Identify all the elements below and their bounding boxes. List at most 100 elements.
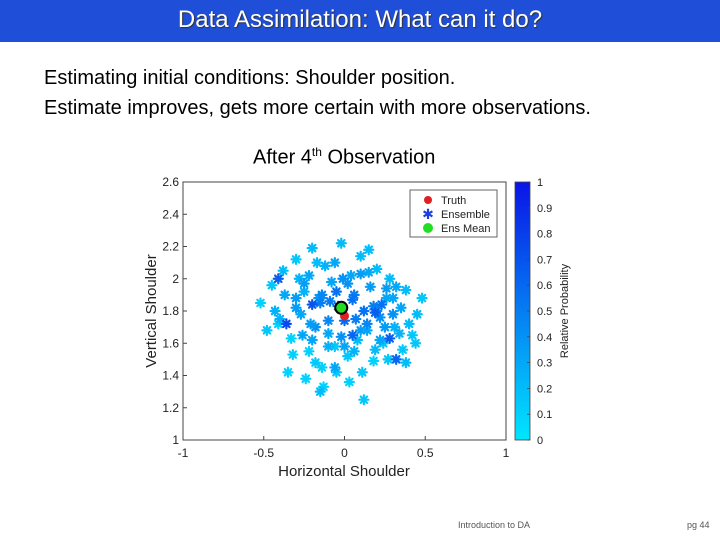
ensemble-point	[411, 308, 423, 320]
ensemble-point	[300, 373, 312, 385]
colorbar-tick-label: 0	[537, 435, 543, 447]
text-line-1: Estimating initial conditions: Shoulder …	[44, 67, 456, 89]
ensemble-point	[316, 289, 328, 301]
ensemble-point	[272, 273, 284, 285]
ensemble-point	[290, 302, 302, 314]
ensemble-point	[358, 394, 370, 406]
ensemble-point	[376, 298, 388, 311]
ensemble-point	[369, 307, 381, 319]
ensemble-point	[261, 324, 273, 336]
ensemble-point	[364, 281, 376, 293]
ensemble-point	[335, 331, 347, 343]
y-ticks: 1 1.2 1.4 1.6 1.8 2 2.2 2.4 2.6	[162, 175, 187, 447]
colorbar-label: Relative Probability	[559, 263, 571, 358]
ensemble-point	[384, 332, 396, 345]
ensemble-point	[355, 268, 367, 280]
ensemble-point	[269, 305, 281, 317]
legend-ens-mean-marker	[423, 223, 433, 233]
y-axis-label: Vertical Shoulder	[143, 254, 160, 367]
y-tick-label: 2.2	[162, 240, 179, 254]
y-tick-label: 2.4	[162, 207, 179, 221]
x-tick-label: -0.5	[253, 446, 274, 460]
y-tick-label: 1	[172, 433, 179, 447]
colorbar-tick-label: 1	[537, 177, 543, 189]
ensemble-point	[342, 277, 354, 290]
ensemble-point	[316, 361, 328, 374]
ensemble-point	[346, 294, 359, 306]
ensemble-layer	[254, 237, 428, 406]
ensemble-point	[369, 344, 381, 356]
slide-title: Data Assimilation: What can it do?	[177, 6, 543, 33]
colorbar-tick-label: 0.4	[537, 332, 552, 344]
ensemble-point	[390, 353, 402, 365]
colorbar-tick-label: 0.9	[537, 203, 552, 215]
colorbar-tick-label: 0.7	[537, 254, 552, 266]
ensemble-point	[387, 292, 399, 304]
y-tick-label: 1.8	[162, 304, 179, 318]
legend-ensemble-label: Ensemble	[441, 209, 490, 221]
ensemble-point	[303, 269, 315, 282]
ensemble-point	[355, 324, 367, 336]
y-tick-label: 2.6	[162, 175, 179, 189]
colorbar-tick-label: 0.1	[537, 409, 552, 421]
footer-right: pg 44	[687, 520, 710, 530]
ensemble-point	[285, 332, 297, 345]
ensemble-point	[295, 308, 307, 320]
ensemble-point	[395, 302, 407, 314]
plot-title-superscript: th	[311, 145, 322, 159]
plot-title-suffix: Observation	[321, 146, 436, 169]
ensemble-point	[296, 329, 309, 341]
colorbar-tick-label: 0.6	[537, 280, 552, 292]
ensemble-point	[290, 253, 302, 265]
ensemble-point	[363, 266, 375, 278]
y-tick-label: 1.6	[162, 336, 179, 350]
ensemble-point	[361, 318, 373, 330]
ensemble-point	[338, 340, 351, 353]
x-tick-label: 0	[341, 446, 348, 460]
ensemble-point	[356, 366, 368, 378]
y-tick-label: 2	[172, 272, 179, 286]
ensemble-point	[409, 337, 422, 349]
ensemble-point	[254, 297, 267, 309]
ensemble-point	[416, 292, 428, 304]
ensemble-point	[306, 298, 318, 311]
title-bar	[0, 0, 720, 42]
plot-title-prefix: After 4	[253, 146, 312, 169]
ensemble-point	[358, 305, 370, 317]
colorbar-tick-label: 0.8	[537, 229, 552, 241]
legend-box	[409, 189, 498, 238]
ensemble-point	[388, 321, 401, 333]
ensemble-point	[390, 281, 402, 293]
ensemble-point	[322, 340, 334, 353]
ensemble-point	[363, 244, 375, 256]
ensemble-point	[400, 357, 412, 369]
x-axis-label: Horizontal Shoulder	[278, 463, 410, 480]
ensemble-point	[379, 321, 391, 333]
ensemble-point	[329, 257, 341, 269]
ensemble-point	[279, 289, 291, 301]
colorbar-ticks: 0 0.1 0.2 0.3 0.4 0.5 0.6 0.7 0.8 0.9 1	[527, 177, 552, 447]
ensemble-point	[306, 242, 318, 254]
ensemble-point	[348, 345, 360, 357]
ensemble-point	[400, 284, 412, 296]
ensemble-point	[274, 313, 286, 325]
ensemble-point	[346, 329, 359, 341]
ensemble-point	[335, 237, 347, 249]
ensemble-point	[266, 279, 278, 291]
ensemble-point	[322, 315, 334, 327]
ensemble-point	[329, 361, 341, 374]
legend-ensemble-marker: ✱	[422, 207, 434, 223]
ensemble-point	[393, 327, 406, 340]
markers	[334, 300, 349, 321]
ensemble-point	[282, 366, 294, 378]
ensemble-point	[306, 334, 318, 346]
legend-ens-mean-label: Ens Mean	[441, 223, 491, 235]
x-ticks: -1 -0.5 0 0.5 1	[178, 436, 510, 460]
ensemble-point	[350, 313, 362, 325]
ensemble-point	[303, 345, 315, 357]
footer-left: Introduction to DA	[458, 520, 531, 530]
ensemble-point	[380, 282, 393, 295]
ensemble-point	[371, 263, 383, 275]
y-tick-label: 1.2	[162, 401, 179, 415]
